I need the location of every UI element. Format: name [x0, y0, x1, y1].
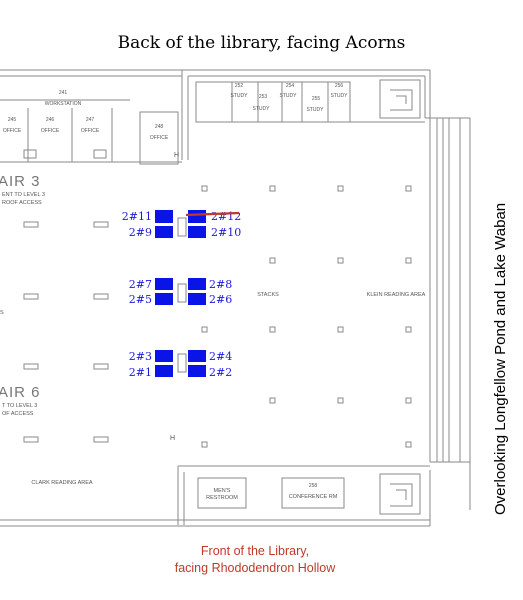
desk-2-5-block[interactable]	[155, 293, 173, 305]
desk-2-4-block[interactable]	[188, 350, 206, 362]
bottom-title-line-2: facing Rhododendron Hollow	[174, 561, 336, 575]
desk-2-1-block[interactable]	[155, 365, 173, 377]
office-246-label: OFFICE	[41, 128, 60, 134]
stair-6-sub1: T TO LEVEL 3	[2, 403, 37, 409]
stacks-label: STACKS	[257, 292, 279, 298]
workstation-number: 241	[59, 90, 68, 96]
office-248-label: OFFICE	[150, 135, 169, 141]
study-253-label: STUDY	[253, 106, 271, 112]
study-255-label: STUDY	[307, 107, 325, 113]
desk-2-10-block[interactable]	[188, 226, 206, 238]
study-252-label: STUDY	[231, 93, 249, 99]
office-245-number: 245	[8, 117, 17, 123]
desk-2-8-block[interactable]	[188, 278, 206, 290]
restroom-line-2: RESTROOM	[206, 495, 238, 501]
desk-2-4-label: 2#4	[209, 350, 232, 363]
desk-2-6-block[interactable]	[188, 293, 206, 305]
study-252-number: 252	[235, 83, 244, 89]
desk-2-6-label: 2#6	[209, 293, 232, 306]
study-253-number: 253	[259, 94, 268, 100]
desk-2-11-label: 2#11	[122, 210, 152, 223]
desk-2-3-label: 2#3	[129, 350, 152, 363]
desk-2-2-label: 2#2	[209, 366, 232, 379]
stair-6-label: AIR 6	[0, 384, 41, 401]
conference-number: 258	[309, 483, 318, 489]
desk-2-12-strike	[185, 211, 240, 217]
desk-2-12-block[interactable]	[188, 210, 206, 223]
conference-label: CONFERENCE RM	[289, 494, 338, 500]
stair-3-sub1: ENT TO LEVEL 3	[2, 192, 45, 198]
left-edge-label: S	[0, 310, 4, 316]
klein-reading-area-label: KLEIN READING AREA	[367, 292, 426, 298]
desk-2-3-block[interactable]	[155, 350, 173, 362]
desk-2-10-label: 2#10	[211, 226, 241, 239]
study-256-label: STUDY	[331, 93, 349, 99]
h-marker-bottom: H	[170, 435, 175, 442]
desk-2-5-label: 2#5	[129, 293, 152, 306]
stair-3-sub2: ROOF ACCESS	[2, 200, 42, 206]
bottom-title-line-1: Front of the Library,	[200, 544, 310, 558]
study-254-number: 254	[286, 83, 295, 89]
workstation-label: WORKSTATION	[45, 101, 82, 107]
map-title-top: Back of the library, facing Acorns	[117, 33, 406, 53]
desk-2-2-block[interactable]	[188, 365, 206, 377]
study-255-number: 255	[312, 96, 321, 102]
desk-2-7-block[interactable]	[155, 278, 173, 290]
office-247-label: OFFICE	[81, 128, 100, 134]
restroom-line-1: MEN'S	[214, 488, 231, 494]
stair-6-sub2: OF ACCESS	[2, 411, 34, 417]
desk-2-8-label: 2#8	[209, 278, 232, 291]
desk-2-1-label: 2#1	[129, 366, 152, 379]
study-256-number: 256	[335, 83, 344, 89]
office-245-label: OFFICE	[3, 128, 22, 134]
h-marker-top: H	[174, 152, 179, 159]
clark-reading-area-label: CLARK READING AREA	[31, 480, 92, 486]
office-248-number: 248	[155, 124, 164, 130]
desk-2-11-block[interactable]	[155, 210, 173, 223]
desk-2-9-label: 2#9	[129, 226, 152, 239]
map-title-bottom: Front of the Library, facing Rhododendro…	[150, 543, 360, 577]
desk-2-12-label: 2#12	[211, 210, 241, 223]
office-247-number: 247	[86, 117, 95, 123]
desk-2-7-label: 2#7	[129, 278, 152, 291]
study-254-label: STUDY	[280, 93, 298, 99]
stair-3-label: AIR 3	[0, 173, 41, 190]
desk-2-9-block[interactable]	[155, 226, 173, 238]
office-246-number: 246	[46, 117, 55, 123]
